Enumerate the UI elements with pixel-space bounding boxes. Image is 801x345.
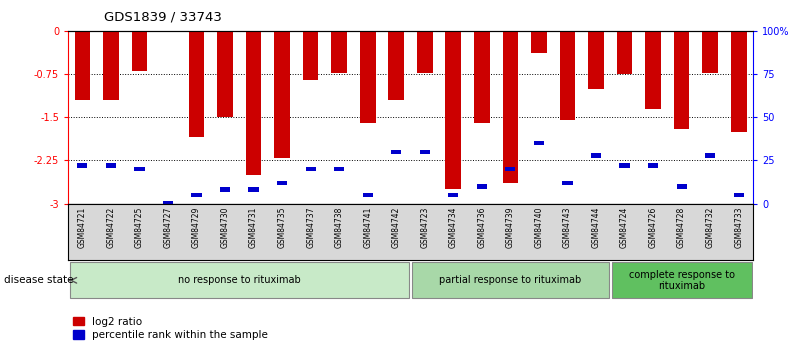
Bar: [191, 193, 202, 197]
Bar: [220, 187, 230, 192]
Text: GSM84729: GSM84729: [192, 206, 201, 248]
FancyBboxPatch shape: [70, 263, 409, 298]
Bar: [531, 31, 547, 53]
Bar: [562, 180, 573, 185]
Text: complete response to
rituximab: complete response to rituximab: [629, 269, 735, 291]
Bar: [705, 153, 715, 158]
Text: GSM84744: GSM84744: [591, 206, 601, 248]
Text: GSM84739: GSM84739: [506, 206, 515, 248]
Text: partial response to rituximab: partial response to rituximab: [439, 275, 582, 285]
Text: GSM84721: GSM84721: [78, 206, 87, 248]
Bar: [332, 31, 347, 73]
Bar: [163, 201, 173, 206]
FancyBboxPatch shape: [412, 263, 609, 298]
Bar: [734, 193, 744, 197]
Bar: [246, 31, 261, 175]
Bar: [417, 31, 433, 73]
Bar: [74, 31, 91, 100]
Text: disease state: disease state: [4, 275, 74, 285]
Text: GSM84730: GSM84730: [220, 206, 230, 248]
Bar: [334, 167, 344, 171]
Bar: [274, 31, 290, 158]
Text: GSM84731: GSM84731: [249, 206, 258, 248]
Bar: [277, 180, 288, 185]
Bar: [674, 31, 690, 129]
Bar: [217, 31, 233, 117]
Text: GSM84737: GSM84737: [306, 206, 315, 248]
Bar: [591, 153, 601, 158]
Text: GSM84728: GSM84728: [677, 206, 686, 248]
Bar: [391, 149, 401, 154]
Bar: [303, 31, 319, 80]
Bar: [560, 31, 575, 120]
Bar: [502, 31, 518, 184]
Bar: [363, 193, 372, 197]
Bar: [420, 149, 430, 154]
Bar: [648, 163, 658, 168]
Text: no response to rituximab: no response to rituximab: [178, 275, 300, 285]
Bar: [445, 31, 461, 189]
Text: GSM84723: GSM84723: [421, 206, 429, 248]
Bar: [533, 141, 544, 146]
Text: GSM84734: GSM84734: [449, 206, 458, 248]
Text: GSM84733: GSM84733: [735, 206, 743, 248]
Bar: [731, 31, 747, 132]
Bar: [477, 184, 487, 189]
Bar: [588, 31, 604, 89]
Bar: [449, 193, 458, 197]
Bar: [106, 163, 116, 168]
Text: GSM84726: GSM84726: [649, 206, 658, 248]
Bar: [646, 31, 661, 109]
Bar: [103, 31, 119, 100]
Text: GSM84740: GSM84740: [534, 206, 543, 248]
Text: GSM84736: GSM84736: [477, 206, 486, 248]
Text: GSM84722: GSM84722: [107, 206, 115, 248]
Text: GSM84732: GSM84732: [706, 206, 714, 248]
Bar: [474, 31, 489, 123]
Bar: [677, 184, 686, 189]
Bar: [702, 31, 718, 73]
Text: GSM84743: GSM84743: [563, 206, 572, 248]
Bar: [388, 31, 404, 100]
Text: GSM84725: GSM84725: [135, 206, 144, 248]
Bar: [617, 31, 632, 74]
Bar: [131, 31, 147, 71]
Text: GSM84727: GSM84727: [163, 206, 172, 248]
Bar: [305, 167, 316, 171]
Text: GSM84738: GSM84738: [335, 206, 344, 248]
Text: GDS1839 / 33743: GDS1839 / 33743: [104, 10, 222, 23]
Bar: [360, 31, 376, 123]
Text: GSM84735: GSM84735: [278, 206, 287, 248]
Bar: [77, 163, 87, 168]
Bar: [248, 187, 259, 192]
Text: GSM84741: GSM84741: [363, 206, 372, 248]
FancyBboxPatch shape: [612, 263, 751, 298]
Text: GSM84724: GSM84724: [620, 206, 629, 248]
Bar: [135, 167, 144, 171]
Bar: [619, 163, 630, 168]
Legend: log2 ratio, percentile rank within the sample: log2 ratio, percentile rank within the s…: [74, 317, 268, 340]
Bar: [505, 167, 516, 171]
Text: GSM84742: GSM84742: [392, 206, 400, 248]
Bar: [189, 31, 204, 137]
